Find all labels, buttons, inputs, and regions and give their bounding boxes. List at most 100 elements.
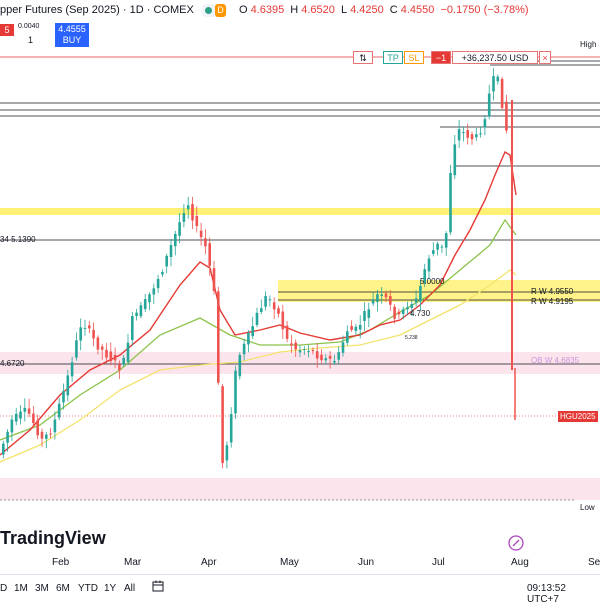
magic-icon[interactable]	[508, 535, 524, 551]
price-chart[interactable]	[0, 50, 600, 552]
range-ytd[interactable]: YTD	[78, 583, 98, 594]
time-label-jun: Jun	[358, 557, 375, 568]
candle-body	[156, 278, 160, 289]
take-profit-button[interactable]: TP	[383, 51, 403, 64]
candle-body	[27, 408, 31, 414]
high-label: H	[290, 4, 299, 16]
candle-body	[281, 311, 285, 330]
close-position-icon[interactable]: ×	[539, 51, 551, 64]
time-label-aug: Aug	[511, 557, 529, 568]
low-value: 4.4250	[350, 4, 384, 16]
time-label-sep: Se	[588, 557, 600, 568]
candle-body	[199, 230, 203, 238]
left-level-label: 4.6720	[0, 359, 25, 368]
candle-body	[242, 343, 246, 355]
candle-body	[264, 296, 267, 307]
candle-body	[457, 129, 461, 141]
sell-button[interactable]: 5	[0, 24, 14, 36]
candle-body	[393, 306, 396, 319]
open-label: O	[239, 4, 248, 16]
rw1-label: R W 4.9550	[531, 287, 574, 296]
candle-body	[53, 419, 57, 433]
candle-body	[384, 293, 388, 298]
range-1y[interactable]: 1Y	[104, 583, 117, 594]
time-label-may: May	[280, 557, 299, 568]
low-zone	[0, 478, 600, 500]
candle-body	[419, 285, 422, 302]
candle-body	[229, 414, 233, 443]
candle-body	[354, 326, 358, 331]
candle-body	[10, 419, 14, 433]
time-axis: Feb Mar Apr May Jun Jul Aug Se	[0, 552, 600, 572]
high-value: 4.6520	[301, 4, 335, 16]
candle-body	[174, 233, 177, 247]
symbol-title[interactable]: pper Futures (Sep 2025) · 1D · COMEX	[0, 4, 194, 16]
candle-body	[371, 299, 375, 304]
candle-body	[45, 434, 48, 439]
tradingview-logo[interactable]: TradingView	[0, 528, 106, 548]
candle-body	[182, 213, 186, 222]
candle-body	[49, 433, 52, 435]
ohlc-readout: O 4.6395 H 4.6520 L 4.4250 C 4.4550 −0.1750 …	[239, 4, 532, 16]
candle-body	[23, 407, 27, 412]
interval-badge[interactable]: D	[215, 4, 226, 17]
candle-body	[100, 346, 104, 350]
candle-body	[32, 413, 35, 424]
five-level-label: 5.0000	[420, 277, 445, 286]
candle-body	[277, 308, 280, 314]
candle-body	[333, 360, 336, 363]
flip-icon[interactable]: ⇅	[353, 51, 373, 64]
candle-body	[113, 354, 117, 361]
candle-body	[397, 311, 401, 315]
candle-body	[225, 445, 229, 461]
position-qty: −1	[431, 51, 451, 64]
candle-body	[152, 288, 156, 295]
candle-body	[36, 420, 39, 436]
candle-body	[126, 342, 130, 362]
range-d[interactable]: D	[0, 583, 8, 594]
calendar-icon[interactable]	[152, 580, 164, 592]
candle-body	[324, 358, 328, 361]
candle-body	[143, 299, 147, 310]
candle-body	[453, 144, 457, 176]
candle-body	[363, 311, 366, 321]
candle-body	[410, 303, 414, 308]
candle-body	[328, 355, 332, 359]
candle-body	[298, 350, 302, 353]
range-6m[interactable]: 6M	[56, 583, 70, 594]
candle-body	[423, 269, 426, 284]
candle-body	[238, 354, 242, 377]
time-label-apr: Apr	[201, 557, 217, 568]
candle-body	[57, 403, 61, 418]
candle-body	[444, 233, 448, 248]
candle-body	[208, 243, 211, 266]
range-all[interactable]: All	[124, 583, 136, 594]
candle-body	[221, 386, 224, 464]
candle-body	[6, 431, 9, 443]
range-3m[interactable]: 3M	[35, 583, 49, 594]
ma-value-label: 34 5.1390	[0, 235, 36, 244]
clock[interactable]: 09:13:52 UTC+7	[527, 583, 566, 605]
buy-price: 4.4555	[58, 24, 86, 34]
time-label-feb: Feb	[52, 557, 70, 568]
candle-body	[105, 349, 108, 358]
buy-button[interactable]: 4.4555 BUY	[55, 23, 89, 47]
quantity-value[interactable]: 1	[28, 35, 34, 45]
candle-body	[358, 324, 362, 330]
candle-body	[294, 342, 297, 350]
candle-body	[14, 413, 18, 422]
range-1m[interactable]: 1M	[14, 583, 28, 594]
ob-label: OB W 4.6835	[531, 356, 580, 365]
candle-body	[165, 255, 168, 267]
ma-red-line	[0, 150, 517, 456]
candle-body	[346, 331, 349, 343]
candle-body	[83, 327, 87, 329]
candle-body	[88, 325, 91, 329]
mid-level-label: 4.730	[410, 309, 431, 318]
candle-body	[268, 299, 272, 301]
stop-loss-button[interactable]: SL	[404, 51, 424, 64]
buy-label: BUY	[62, 35, 82, 45]
candle-body	[320, 354, 323, 361]
candle-body	[40, 431, 44, 439]
candle-body	[427, 258, 431, 272]
